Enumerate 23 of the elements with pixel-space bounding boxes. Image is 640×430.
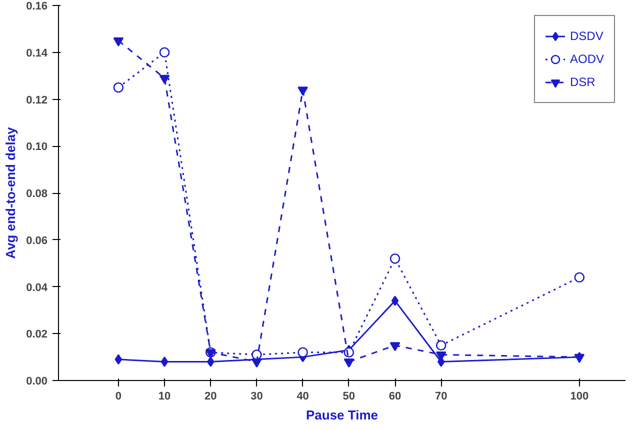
- x-tick-label: 70: [434, 390, 448, 402]
- y-tick-label: 0.08: [26, 188, 48, 200]
- legend-label: DSDV: [570, 29, 604, 43]
- y-tick-label: 0.12: [26, 94, 48, 106]
- x-tick-label: 30: [250, 390, 263, 402]
- x-tick-label: 100: [570, 390, 589, 402]
- x-tick-label: 40: [296, 390, 309, 402]
- legend-label: DSR: [570, 75, 596, 89]
- x-tick-label: 10: [158, 390, 171, 402]
- y-tick-label: 0.02: [26, 328, 48, 341]
- y-tick-label: 0.06: [26, 234, 48, 247]
- y-tick-label: 0.10: [26, 141, 48, 154]
- y-tick-label: 0.00: [26, 376, 48, 388]
- y-tick-label: 0.14: [26, 47, 48, 60]
- x-tick-label: 20: [204, 390, 217, 402]
- y-tick-label: 0.04: [26, 282, 48, 294]
- x-tick-label: 0: [115, 390, 122, 402]
- x-tick-label: 50: [342, 390, 356, 402]
- y-tick-label: 0.16: [26, 0, 48, 12]
- legend-label: AODV: [570, 52, 604, 66]
- y-axis-title: Avg end-to-end delay: [3, 126, 18, 259]
- x-axis-title: Pause Time: [306, 408, 378, 422]
- x-tick-label: 60: [388, 390, 402, 402]
